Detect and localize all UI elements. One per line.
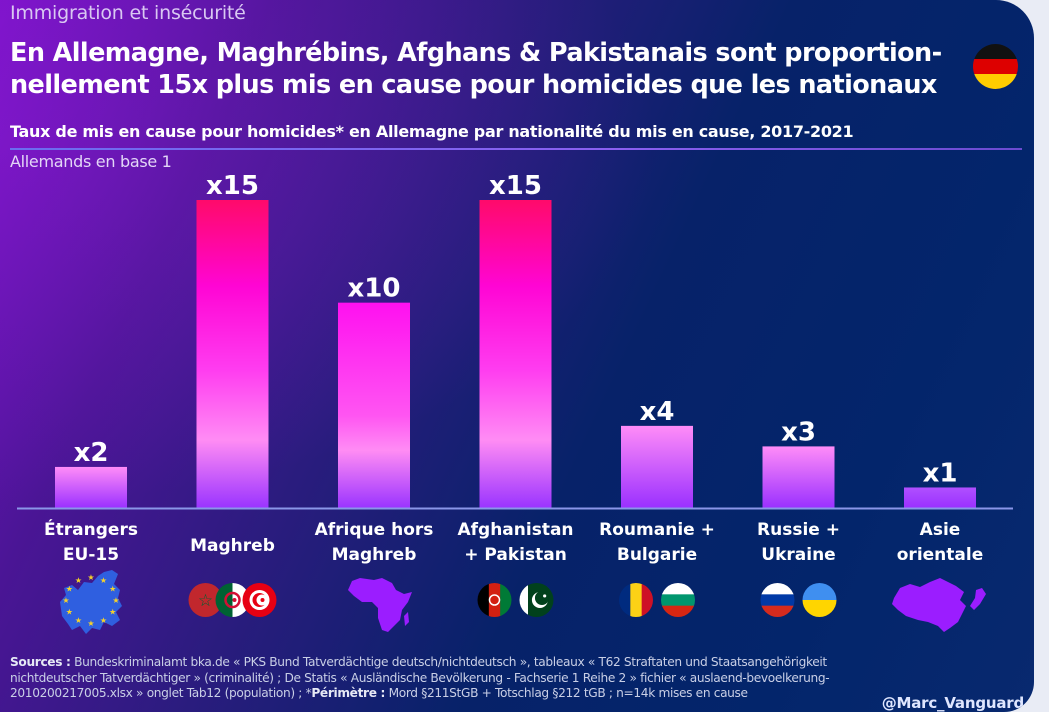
sources-line-1: Sources : Bundeskriminalamt bka.de « PKS…	[10, 655, 1020, 671]
eu-map-icon: ★★★★★★★★★ ★ ★★	[60, 570, 122, 634]
tunisia-flag-icon	[242, 583, 277, 617]
afghanistan-flag-icon	[477, 583, 512, 617]
author-handle: @Marc_Vanguard	[881, 694, 1025, 712]
germany-flag-icon	[973, 44, 1018, 89]
category-label: Afghanistan	[457, 520, 573, 540]
category-label: EU-15	[63, 545, 119, 565]
headline-line-1: En Allemagne, Maghrébins, Afghans & Paki…	[10, 38, 942, 68]
category-label: Maghreb	[332, 545, 417, 565]
category-label: Russie +	[757, 520, 840, 540]
svg-text:★: ★	[62, 596, 69, 605]
bar-chart: x2 Étrangers EU-15 x15 Maghreb x10 Afrique hor…	[17, 171, 1013, 634]
east-asia-map-icon	[892, 578, 986, 632]
data-label: x15	[206, 171, 259, 201]
romania-flag-icon	[619, 583, 653, 617]
bar	[196, 200, 269, 508]
data-label: x2	[74, 438, 109, 468]
bar	[762, 446, 835, 508]
data-label: x15	[489, 171, 542, 201]
category-label: Afrique hors	[315, 520, 434, 540]
sources-text-3a: 2010200217005.xlsx » onglet Tab12 (popul…	[10, 686, 312, 700]
perimetre-label: Périmètre :	[311, 686, 386, 700]
category-label: + Pakistan	[464, 545, 567, 565]
svg-text:★: ★	[100, 576, 107, 585]
chart-title: Taux de mis en cause pour homicides* en …	[10, 122, 854, 141]
title-divider	[10, 148, 1022, 150]
y-axis-label: Allemands en base 1	[10, 152, 172, 171]
sources-text-3b: Mord §211StGB + Totschlag §212 tGB ; n=1…	[385, 686, 748, 700]
svg-text:★: ★	[87, 619, 94, 628]
svg-text:★: ★	[66, 608, 73, 617]
category-label: orientale	[897, 545, 983, 565]
data-label: x10	[348, 274, 401, 304]
sources-line-2: nichtdeutscher Tatverdächtiger » (crimin…	[10, 670, 830, 685]
bulgaria-flag-icon	[661, 583, 695, 617]
category-label: Roumanie +	[599, 520, 715, 540]
svg-text:★: ★	[75, 616, 82, 625]
data-label: x1	[923, 458, 958, 488]
sources-note: Sources : Bundeskriminalamt bka.de « PKS…	[10, 655, 1020, 702]
bar	[904, 487, 976, 508]
svg-text:★: ★	[109, 608, 116, 617]
svg-text:★: ★	[109, 585, 116, 594]
africa-map-icon	[348, 578, 412, 632]
kicker: Immigration et insécurité	[10, 2, 246, 24]
headline-line-2: nellement 15x plus mis en cause pour hom…	[10, 70, 937, 100]
bar	[338, 302, 410, 508]
bar	[55, 466, 127, 508]
svg-text:★: ★	[87, 573, 94, 582]
pakistan-flag-icon	[519, 583, 554, 617]
category-label: Étrangers	[44, 518, 138, 540]
svg-text:★: ★	[100, 616, 107, 625]
svg-text:★: ★	[75, 576, 82, 585]
sources-line-3: 2010200217005.xlsx » onglet Tab12 (popul…	[10, 686, 1020, 702]
category-label: Maghreb	[190, 536, 275, 556]
category-label: Bulgarie	[617, 545, 697, 565]
sources-text-1: Bundeskriminalamt bka.de « PKS Bund Tatv…	[70, 655, 827, 669]
ukraine-flag-icon	[802, 583, 837, 617]
sources-label: Sources :	[10, 655, 71, 669]
bar	[621, 425, 693, 508]
svg-text:☆: ☆	[198, 591, 213, 611]
svg-text:★: ★	[66, 585, 73, 594]
category-label: Asie	[920, 520, 961, 540]
category-label: Ukraine	[761, 545, 835, 565]
svg-text:★: ★	[112, 596, 119, 605]
headline: En Allemagne, Maghrébins, Afghans & Paki…	[10, 37, 960, 101]
data-label: x4	[640, 397, 675, 427]
bar	[479, 200, 552, 508]
russia-flag-icon	[760, 583, 795, 617]
data-label: x3	[781, 417, 816, 447]
